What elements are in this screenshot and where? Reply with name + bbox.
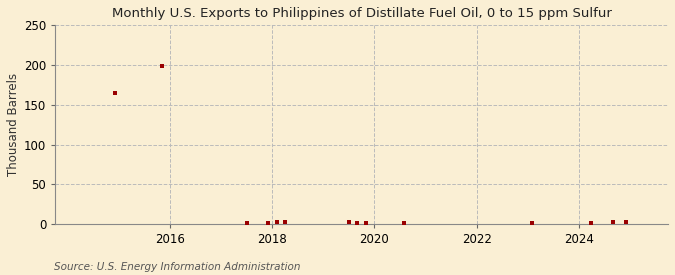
- Point: [271, 219, 282, 224]
- Point: [279, 219, 290, 224]
- Point: [608, 220, 618, 225]
- Title: Monthly U.S. Exports to Philippines of Distillate Fuel Oil, 0 to 15 ppm Sulfur: Monthly U.S. Exports to Philippines of D…: [112, 7, 612, 20]
- Point: [360, 221, 371, 226]
- Text: Source: U.S. Energy Information Administration: Source: U.S. Energy Information Administ…: [54, 262, 300, 272]
- Point: [526, 221, 537, 226]
- Point: [620, 220, 631, 225]
- Y-axis label: Thousand Barrels: Thousand Barrels: [7, 73, 20, 176]
- Point: [352, 221, 363, 226]
- Point: [242, 221, 252, 226]
- Point: [586, 221, 597, 226]
- Point: [157, 64, 167, 68]
- Point: [109, 91, 120, 95]
- Point: [399, 221, 410, 226]
- Point: [344, 220, 354, 225]
- Point: [263, 221, 273, 226]
